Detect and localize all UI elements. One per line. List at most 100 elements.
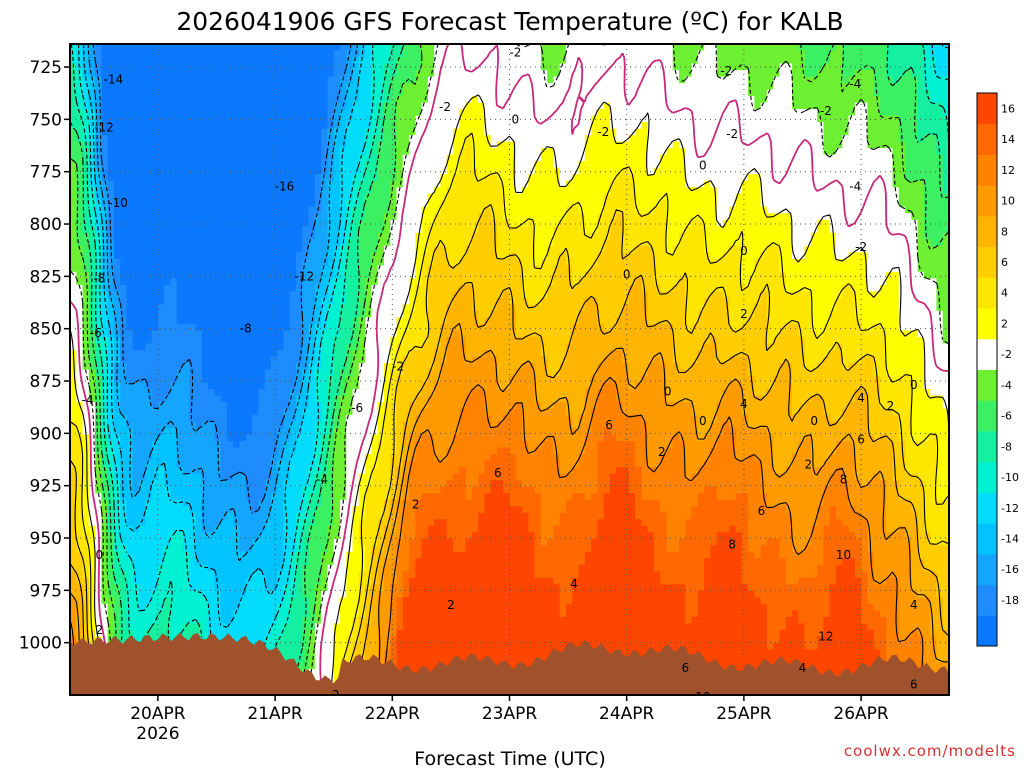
temperature-cell — [139, 89, 146, 97]
temperature-cell — [553, 180, 561, 188]
temperature-cell — [898, 128, 906, 136]
temperature-cell — [465, 167, 473, 175]
temperature-cell — [905, 122, 912, 130]
temperature-cell — [597, 122, 605, 130]
temperature-cell — [427, 57, 435, 65]
temperature-cell — [829, 174, 837, 182]
temperature-cell — [296, 193, 303, 201]
temperature-cell — [848, 206, 856, 214]
temperature-cell — [936, 187, 944, 195]
temperature-cell — [861, 83, 868, 91]
temperature-cell — [478, 245, 485, 253]
temperature-cell — [923, 161, 931, 169]
temperature-cell — [402, 102, 410, 110]
temperature-cell — [490, 76, 498, 84]
temperature-cell — [842, 265, 850, 273]
temperature-cell — [622, 258, 630, 266]
temperature-cell — [741, 76, 749, 84]
temperature-cell — [942, 128, 949, 136]
temperature-cell — [616, 206, 624, 214]
temperature-cell — [766, 109, 774, 117]
temperature-cell — [434, 57, 442, 65]
temperature-cell — [220, 148, 228, 156]
temperature-cell — [748, 44, 755, 52]
temperature-cell — [176, 219, 184, 227]
temperature-cell — [879, 161, 887, 169]
temperature-cell — [886, 252, 894, 260]
temperature-cell — [409, 167, 416, 175]
temperature-cell — [459, 245, 467, 253]
temperature-cell — [402, 128, 410, 136]
temperature-cell — [95, 50, 102, 58]
temperature-cell — [547, 200, 555, 208]
temperature-cell — [314, 232, 322, 240]
temperature-cell — [879, 89, 887, 97]
temperature-cell — [120, 102, 128, 110]
temperature-cell — [622, 109, 630, 117]
temperature-cell — [233, 122, 241, 130]
temperature-cell — [917, 239, 925, 247]
temperature-cell — [252, 102, 259, 110]
temperature-cell — [377, 239, 385, 247]
temperature-cell — [641, 161, 649, 169]
temperature-cell — [465, 154, 473, 162]
temperature-cell — [522, 76, 529, 84]
temperature-cell — [208, 135, 216, 143]
temperature-cell — [591, 96, 598, 104]
temperature-cell — [748, 154, 755, 162]
temperature-cell — [277, 252, 285, 260]
temperature-cell — [647, 161, 655, 169]
temperature-cell — [622, 161, 630, 169]
temperature-cell — [226, 226, 234, 234]
temperature-cell — [484, 44, 492, 52]
temperature-cell — [873, 219, 881, 227]
temperature-cell — [107, 265, 115, 273]
temperature-cell — [139, 239, 146, 247]
temperature-cell — [465, 96, 473, 104]
temperature-cell — [861, 252, 868, 260]
temperature-cell — [415, 57, 423, 65]
temperature-cell — [553, 200, 561, 208]
temperature-cell — [572, 70, 580, 78]
temperature-cell — [810, 167, 818, 175]
temperature-cell — [798, 258, 806, 266]
temperature-cell — [484, 128, 492, 136]
temperature-cell — [628, 193, 636, 201]
temperature-cell — [465, 219, 473, 227]
temperature-cell — [936, 200, 944, 208]
temperature-cell — [245, 122, 253, 130]
temperature-cell — [346, 44, 354, 52]
temperature-cell — [484, 232, 492, 240]
temperature-cell — [697, 141, 705, 149]
temperature-cell — [296, 226, 303, 234]
temperature-cell — [277, 206, 285, 214]
temperature-cell — [390, 83, 398, 91]
temperature-cell — [804, 200, 812, 208]
temperature-cell — [917, 122, 925, 130]
temperature-cell — [183, 70, 190, 78]
temperature-cell — [151, 161, 159, 169]
temperature-cell — [377, 89, 385, 97]
temperature-cell — [547, 271, 555, 279]
temperature-cell — [917, 258, 925, 266]
temperature-cell — [164, 252, 172, 260]
temperature-cell — [572, 213, 580, 221]
temperature-cell — [572, 258, 580, 266]
temperature-cell — [471, 219, 479, 227]
temperature-cell — [220, 245, 228, 253]
temperature-cell — [861, 161, 868, 169]
temperature-cell — [534, 258, 542, 266]
temperature-cell — [151, 141, 159, 149]
temperature-cell — [854, 154, 862, 162]
temperature-cell — [214, 187, 222, 195]
temperature-cell — [609, 102, 617, 110]
temperature-cell — [107, 50, 115, 58]
temperature-cell — [151, 122, 159, 130]
temperature-cell — [691, 187, 699, 195]
temperature-cell — [584, 213, 592, 221]
temperature-cell — [779, 96, 787, 104]
temperature-cell — [214, 57, 222, 65]
temperature-cell — [729, 206, 737, 214]
temperature-cell — [804, 193, 812, 201]
temperature-cell — [88, 180, 96, 188]
